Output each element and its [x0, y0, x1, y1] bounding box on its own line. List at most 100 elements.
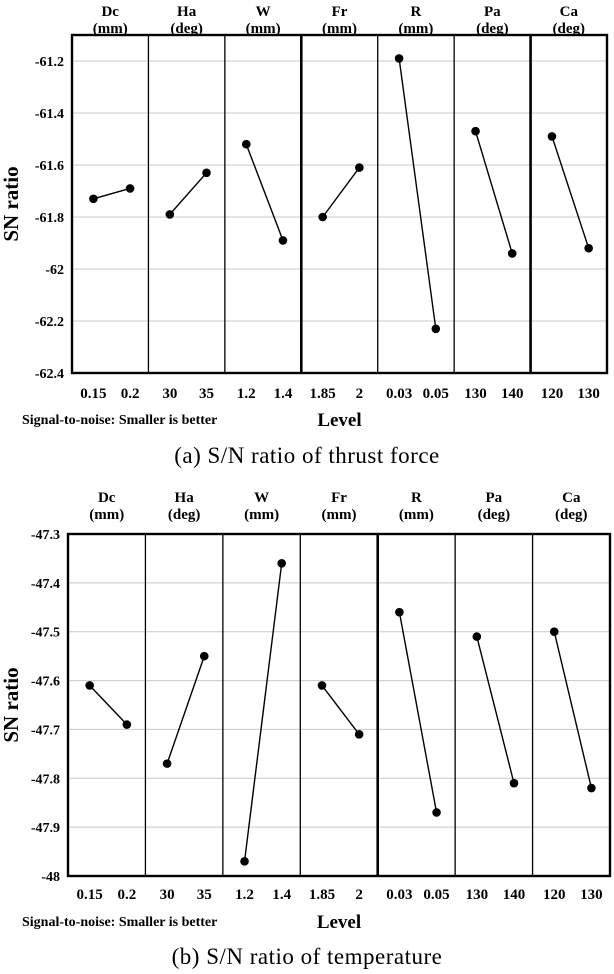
data-point — [547, 132, 557, 141]
signal-to-noise-footnote: Signal-to-noise: Smaller is better — [22, 413, 217, 428]
y-axis-label: SN ratio — [0, 667, 23, 742]
data-point — [394, 54, 404, 63]
y-tick-label: -62.2 — [35, 315, 64, 330]
panel-header-unit: (deg) — [476, 21, 509, 37]
chart-b-caption: (b) S/N ratio of temperature — [171, 944, 443, 969]
panel-header-factor: Pa — [484, 4, 501, 20]
data-point — [85, 681, 94, 690]
x-axis-label: Level — [317, 912, 361, 933]
plot-border — [70, 33, 609, 375]
panel-header-factor: R — [411, 4, 422, 20]
data-point — [199, 651, 209, 661]
x-tick-label: 0.05 — [423, 887, 449, 903]
panel-header-factor: Dc — [101, 4, 119, 20]
panel-header-factor: Ca — [562, 490, 581, 506]
panel-header-unit: (deg) — [168, 507, 201, 523]
panel-header-factor: Ca — [560, 4, 579, 20]
panel-header-factor: Dc — [98, 490, 116, 506]
point-connector — [166, 655, 205, 764]
y-tick-label: -62.4 — [35, 367, 64, 382]
signal-to-noise-footnote: Signal-to-noise: Smaller is better — [22, 915, 217, 930]
x-tick-label: 130 — [464, 386, 487, 402]
x-tick-label: 130 — [466, 887, 489, 903]
point-connector — [474, 130, 513, 254]
x-tick-label: 0.15 — [77, 887, 103, 903]
panel-header-factor: Fr — [331, 490, 347, 506]
point-connector — [398, 612, 438, 813]
data-point — [549, 627, 559, 637]
y-tick-label: -61.4 — [35, 107, 64, 122]
x-tick-label: 120 — [543, 887, 566, 903]
main-effects-plot-temperature: -47.3 -47.4 -47.5 -47.6 -47.7 -47.8 -47.9 -48 Dc… — [0, 490, 612, 933]
panel-header-factor: W — [256, 4, 271, 20]
data-point — [587, 783, 596, 793]
point-connector — [321, 685, 360, 735]
x-tick-label: 140 — [501, 386, 524, 402]
point-connector — [551, 136, 590, 249]
panel-header-unit: (mm) — [322, 507, 357, 523]
point-connector — [93, 187, 131, 200]
x-tick-label: 0.03 — [386, 887, 412, 903]
data-point — [202, 168, 211, 178]
data-point — [584, 243, 593, 253]
panel-header-factor: Fr — [332, 4, 348, 20]
data-point — [395, 607, 404, 617]
panel-header-unit: (deg) — [478, 507, 511, 523]
x-tick-label: 0.2 — [121, 386, 140, 402]
y-tick-label: -61.2 — [35, 55, 64, 70]
y-tick-label: -47.6 — [31, 675, 60, 690]
y-tick-label: -48 — [41, 870, 60, 885]
panel-header-unit: (mm) — [398, 21, 433, 37]
x-tick-label: 1.4 — [274, 386, 293, 402]
panel-header-unit: (mm) — [93, 21, 128, 37]
panel-header-unit: (mm) — [399, 507, 434, 523]
y-axis-label: SN ratio — [0, 166, 23, 241]
panel-header-unit: (deg) — [555, 507, 588, 523]
panel-header-factor: R — [411, 490, 422, 506]
data-point — [89, 194, 98, 204]
panel-header-factor: Pa — [486, 490, 503, 506]
x-axis-label: Level — [317, 410, 361, 431]
y-tick-label: -47.3 — [31, 528, 60, 543]
data-point — [278, 236, 288, 245]
chart-a-caption: (a) S/N ratio of thrust force — [174, 443, 440, 468]
x-tick-label: 0.03 — [386, 386, 412, 402]
x-tick-label: 35 — [197, 887, 212, 903]
x-tick-label: 1.4 — [272, 887, 291, 903]
main-effects-plot-thrust-force: -61.2-61.4-61.6-61.8-62-62.2-62.4Dc(mm)0… — [0, 4, 609, 431]
point-connector — [169, 172, 208, 215]
y-tick-label: -61.6 — [35, 159, 64, 174]
data-point — [471, 126, 480, 136]
data-point — [507, 249, 517, 258]
data-point — [122, 720, 132, 729]
panel-header-unit: (mm) — [244, 507, 279, 523]
y-tick-label: -47.7 — [31, 723, 60, 738]
point-connector — [89, 684, 128, 726]
panel-header-factor: W — [254, 490, 269, 506]
y-tick-label: -62 — [45, 263, 64, 278]
x-tick-label: 30 — [160, 887, 175, 903]
x-tick-label: 1.2 — [237, 386, 256, 402]
y-tick-label: -47.4 — [31, 577, 60, 592]
data-point — [431, 324, 441, 334]
data-point — [165, 210, 175, 219]
data-point — [241, 139, 251, 149]
data-point — [240, 857, 249, 866]
x-tick-label: 140 — [503, 887, 526, 903]
data-point — [472, 632, 482, 641]
panel-header-factor: Ha — [177, 4, 197, 20]
x-tick-label: 2 — [355, 887, 363, 903]
plot-border — [66, 532, 612, 878]
y-tick-label: -47.5 — [31, 626, 60, 641]
x-tick-label: 130 — [580, 887, 603, 903]
x-tick-label: 0.2 — [117, 887, 136, 903]
data-point — [432, 808, 441, 817]
x-tick-label: 1.85 — [310, 386, 336, 402]
x-tick-label: 30 — [162, 386, 177, 402]
x-tick-label: 0.05 — [423, 386, 449, 402]
point-connector — [243, 563, 283, 862]
x-tick-label: 0.15 — [80, 386, 106, 402]
data-point — [125, 184, 135, 193]
point-connector — [245, 143, 284, 241]
